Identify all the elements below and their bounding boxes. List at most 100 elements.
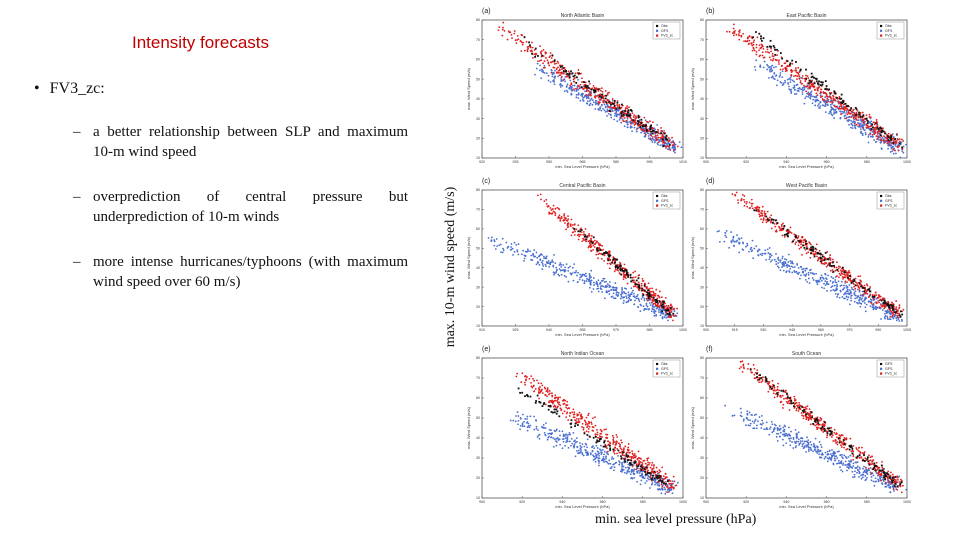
data-point-obs <box>847 277 849 279</box>
data-point-obs <box>783 225 786 227</box>
data-point-gfs <box>749 248 752 251</box>
data-point-obs <box>627 114 629 117</box>
data-point-fv3_zc <box>585 421 587 424</box>
data-point-fv3_zc <box>606 447 608 449</box>
y-tick-label: 80 <box>700 18 704 22</box>
data-point-gfs <box>766 248 769 251</box>
data-point-fv3_zc <box>642 469 644 471</box>
data-point-fv3_zc <box>802 241 805 244</box>
data-point-gfs <box>547 432 550 435</box>
data-point-gfs <box>562 440 565 443</box>
data-point-gfs <box>867 141 870 144</box>
data-point-fv3_zc <box>837 101 840 103</box>
data-point-fv3_zc <box>578 87 581 90</box>
data-point-fv3_zc <box>890 310 893 313</box>
y-tick-label: 10 <box>476 324 480 328</box>
data-point-obs <box>880 299 883 302</box>
data-point-fv3_zc <box>655 137 657 140</box>
data-point-fv3_zc <box>882 139 885 142</box>
data-point-gfs <box>634 299 636 302</box>
data-point-fv3_zc <box>820 88 822 91</box>
data-point-obs <box>853 278 856 281</box>
data-point-gfs <box>631 122 634 125</box>
data-point-gfs <box>618 114 621 116</box>
data-point-gfs <box>591 446 594 449</box>
data-point-obs <box>881 129 884 132</box>
data-point-fv3_zc <box>634 456 637 459</box>
data-point-gfs <box>860 298 863 301</box>
data-point-fv3_zc <box>594 424 597 427</box>
data-point-fv3_zc <box>590 237 592 240</box>
y-tick-label: 10 <box>700 324 704 328</box>
data-point-gfs <box>806 92 808 95</box>
data-point-gfs <box>501 251 504 254</box>
data-point-gfs <box>625 295 628 298</box>
data-point-fv3_zc <box>886 142 889 145</box>
data-point-gfs <box>583 445 586 448</box>
data-point-fv3_zc <box>822 262 825 265</box>
data-point-fv3_zc <box>645 287 648 290</box>
data-point-fv3_zc <box>541 388 543 391</box>
data-point-obs <box>608 100 611 103</box>
data-point-obs <box>555 412 558 415</box>
data-point-fv3_zc <box>550 57 553 59</box>
data-point-gfs <box>829 280 832 282</box>
data-point-gfs <box>604 105 607 108</box>
data-point-obs <box>824 251 827 254</box>
data-point-gfs <box>539 259 542 262</box>
data-point-gfs <box>550 429 552 432</box>
data-point-gfs <box>597 453 600 455</box>
data-point-fv3_zc <box>558 214 561 217</box>
data-point-gfs <box>817 103 820 106</box>
data-point-fv3_zc <box>860 280 863 283</box>
data-point-fv3_zc <box>537 382 540 385</box>
data-point-obs <box>580 229 583 231</box>
data-point-fv3_zc <box>770 227 773 230</box>
data-point-gfs <box>618 463 621 466</box>
data-point-gfs <box>588 286 591 289</box>
data-point-gfs <box>557 75 560 78</box>
data-point-gfs <box>613 286 616 289</box>
data-point-fv3_zc <box>837 270 840 273</box>
data-point-fv3_zc <box>797 235 800 237</box>
data-point-gfs <box>605 290 608 292</box>
data-point-gfs <box>573 84 576 87</box>
data-point-fv3_zc <box>670 309 672 311</box>
data-point-gfs <box>849 303 851 306</box>
data-point-gfs <box>487 237 490 239</box>
data-point-gfs <box>804 269 807 272</box>
data-point-gfs <box>598 462 600 464</box>
data-point-fv3_zc <box>824 261 827 264</box>
data-point-fv3_zc <box>651 468 653 471</box>
data-point-fv3_zc <box>794 67 797 70</box>
data-point-gfs <box>543 64 546 67</box>
data-point-fv3_zc <box>656 297 659 300</box>
data-point-gfs <box>537 429 539 432</box>
data-point-fv3_zc <box>560 217 563 220</box>
data-point-fv3_zc <box>887 300 890 303</box>
data-point-fv3_zc <box>821 258 824 261</box>
sub-bullet-text: a better relationship between SLP and ma… <box>93 124 408 160</box>
data-point-gfs <box>860 302 863 305</box>
data-point-obs <box>810 72 813 75</box>
data-point-fv3_zc <box>808 92 811 95</box>
data-point-gfs <box>889 312 891 314</box>
data-point-obs <box>541 405 544 407</box>
data-point-fv3_zc <box>794 243 797 245</box>
data-point-fv3_zc <box>833 105 836 107</box>
data-point-obs <box>652 296 655 299</box>
data-point-fv3_zc <box>840 272 843 275</box>
data-point-gfs <box>647 135 650 137</box>
data-point-gfs <box>817 280 820 283</box>
data-point-fv3_zc <box>602 95 605 98</box>
data-point-fv3_zc <box>522 41 525 44</box>
data-point-gfs <box>542 255 545 258</box>
data-point-obs <box>616 258 619 261</box>
data-point-gfs <box>591 449 594 452</box>
data-point-obs <box>535 400 537 402</box>
data-point-gfs <box>523 420 526 423</box>
data-point-fv3_zc <box>641 463 644 466</box>
data-point-gfs <box>793 266 796 268</box>
x-tick-label: 965 <box>580 160 586 164</box>
data-point-obs <box>816 252 819 255</box>
